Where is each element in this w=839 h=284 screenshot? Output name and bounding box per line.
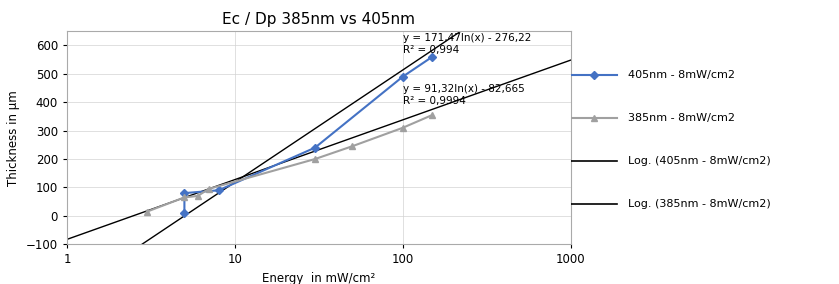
Text: 385nm - 8mW/cm2: 385nm - 8mW/cm2 <box>628 113 735 123</box>
Text: y = 171,47ln(x) - 276,22
R² = 0,994: y = 171,47ln(x) - 276,22 R² = 0,994 <box>403 33 531 55</box>
Text: 405nm - 8mW/cm2: 405nm - 8mW/cm2 <box>628 70 735 80</box>
X-axis label: Energy  in mW/cm²: Energy in mW/cm² <box>263 272 375 284</box>
Text: y = 91,32ln(x) - 82,665
R² = 0,9994: y = 91,32ln(x) - 82,665 R² = 0,9994 <box>403 84 524 106</box>
Text: Log. (385nm - 8mW/cm2): Log. (385nm - 8mW/cm2) <box>628 199 770 209</box>
Text: Log. (405nm - 8mW/cm2): Log. (405nm - 8mW/cm2) <box>628 156 770 166</box>
Y-axis label: Thickness in μm: Thickness in μm <box>8 90 20 186</box>
Title: Ec / Dp 385nm vs 405nm: Ec / Dp 385nm vs 405nm <box>222 12 415 27</box>
